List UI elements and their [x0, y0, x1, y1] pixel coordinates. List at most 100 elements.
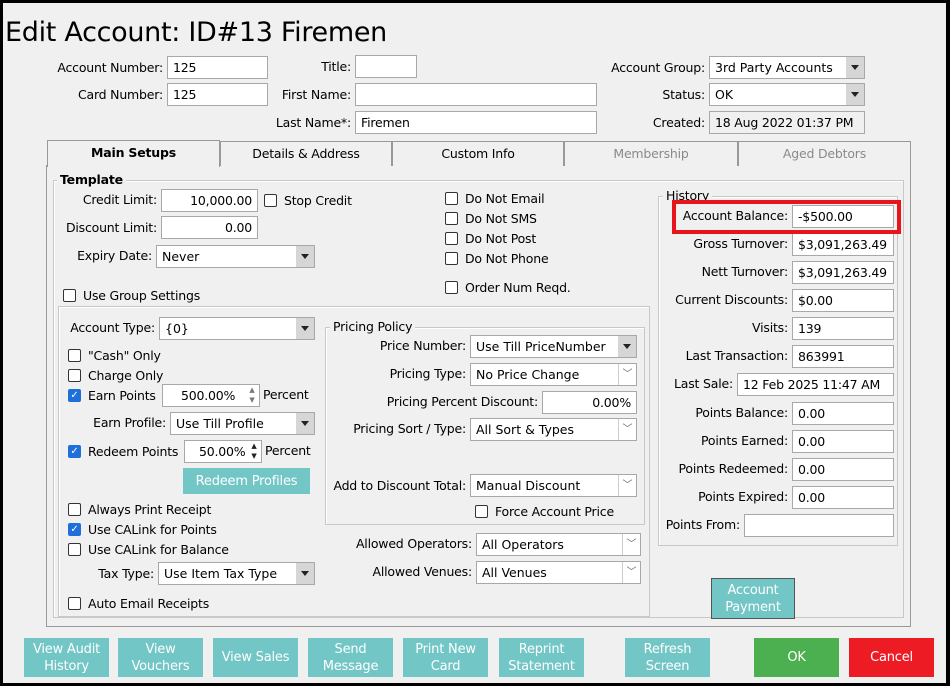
charge-only-checkbox[interactable]: Charge Only: [68, 366, 163, 384]
view-sales-button[interactable]: View Sales: [213, 638, 298, 677]
do-not-phone-checkbox[interactable]: Do Not Phone: [445, 249, 549, 267]
dropdown-arrow-icon: [296, 563, 314, 584]
send-message-button[interactable]: Send Message: [308, 638, 393, 677]
credit-limit-input[interactable]: 10,000.00: [161, 189, 258, 212]
discount-limit-label: Discount Limit:: [65, 220, 157, 235]
created-input: 18 Aug 2022 01:37 PM: [709, 111, 865, 134]
tab-details-address[interactable]: Details & Address: [220, 141, 392, 166]
dropdown-arrow-icon: [296, 246, 314, 267]
first-name-input[interactable]: [355, 83, 597, 106]
created-label: Created:: [652, 115, 705, 130]
reprint-statement-button[interactable]: Reprint Statement: [499, 638, 584, 677]
card-number-input[interactable]: 125: [167, 83, 268, 106]
points-expired-label: Points Expired:: [698, 489, 788, 504]
always-print-receipt-checkbox[interactable]: Always Print Receipt: [68, 500, 211, 518]
add-discount-label: Add to Discount Total:: [333, 478, 466, 493]
use-group-settings-label: Use Group Settings: [83, 287, 201, 303]
allowed-operators-select[interactable]: All Operators ﹀: [476, 533, 641, 556]
last-name-label: Last Name*:: [275, 115, 351, 130]
nett-turnover-field[interactable]: $3,091,263.49: [792, 261, 894, 284]
discount-limit-input[interactable]: 0.00: [161, 216, 258, 239]
tab-main-setups[interactable]: Main Setups: [47, 140, 220, 167]
spinner-arrows-icon[interactable]: ▲ ▼: [249, 386, 255, 404]
dropdown-arrow-icon: [618, 336, 636, 357]
tax-type-select[interactable]: Use Item Tax Type: [158, 562, 315, 585]
cancel-button[interactable]: Cancel: [849, 638, 934, 677]
earn-points-checkbox[interactable]: ✓ Earn Points: [68, 386, 156, 404]
do-not-post-checkbox[interactable]: Do Not Post: [445, 229, 536, 247]
refresh-screen-button[interactable]: Refresh Screen: [625, 638, 710, 677]
expiry-date-select[interactable]: Never: [156, 245, 315, 268]
account-group-select[interactable]: 3rd Party Accounts: [709, 56, 865, 79]
redeem-points-spinner[interactable]: 50.00% ▲ ▼: [184, 440, 262, 463]
sort-type-select[interactable]: All Sort & Types ﹀: [470, 418, 637, 441]
always-print-receipt-label: Always Print Receipt: [88, 501, 212, 517]
account-balance-field[interactable]: -$500.00: [792, 205, 894, 228]
current-discounts-field[interactable]: $0.00: [792, 289, 894, 312]
visits-label: Visits:: [752, 320, 788, 335]
add-discount-select[interactable]: Manual Discount ﹀: [470, 474, 637, 497]
force-account-price-checkbox[interactable]: Force Account Price: [475, 502, 614, 520]
account-type-select[interactable]: {0}: [159, 317, 315, 340]
title-input[interactable]: [355, 55, 417, 78]
points-earned-field[interactable]: 0.00: [792, 430, 894, 453]
earn-profile-value: Use Till Profile: [176, 416, 264, 431]
checkbox-icon: [264, 193, 277, 207]
last-transaction-field[interactable]: 863991: [792, 345, 894, 368]
view-vouchers-button[interactable]: View Vouchers: [118, 638, 203, 677]
points-earned-label: Points Earned:: [701, 433, 788, 448]
chevron-down-icon: ﹀: [618, 364, 636, 385]
checkbox-icon: [68, 368, 81, 382]
gross-turnover-field[interactable]: $3,091,263.49: [792, 233, 894, 256]
price-number-select[interactable]: Use Till PriceNumber: [470, 335, 637, 358]
pricing-type-value: No Price Change: [476, 367, 580, 382]
auto-email-receipts-checkbox[interactable]: Auto Email Receipts: [68, 594, 209, 612]
last-name-input[interactable]: Firemen: [355, 111, 597, 134]
tab-membership[interactable]: Membership: [564, 141, 738, 166]
points-redeemed-field[interactable]: 0.00: [792, 458, 894, 481]
do-not-email-checkbox[interactable]: Do Not Email: [445, 189, 545, 207]
calink-points-checkbox[interactable]: ✓ Use CALink for Points: [68, 520, 217, 538]
calink-balance-label: Use CALink for Balance: [88, 541, 229, 557]
pricing-type-label: Pricing Type:: [389, 366, 467, 381]
account-group-label: Account Group:: [611, 60, 705, 75]
account-payment-button[interactable]: Account Payment: [711, 578, 795, 619]
points-from-field[interactable]: [744, 514, 894, 537]
template-group: [53, 180, 904, 618]
do-not-sms-label: Do Not SMS: [465, 210, 537, 226]
earn-points-spinner[interactable]: 500.00% ▲ ▼: [162, 384, 260, 407]
checkbox-icon: [68, 542, 81, 556]
account-number-input[interactable]: 125: [167, 56, 268, 79]
do-not-sms-checkbox[interactable]: Do Not SMS: [445, 209, 537, 227]
print-new-card-button[interactable]: Print New Card: [403, 638, 488, 677]
dropdown-arrow-icon: [296, 413, 314, 434]
status-select[interactable]: OK: [709, 83, 865, 106]
tab-aged-debtors[interactable]: Aged Debtors: [738, 141, 911, 166]
visits-field[interactable]: 139: [792, 317, 894, 340]
chevron-down-icon: ﹀: [622, 534, 640, 555]
view-audit-history-button[interactable]: View Audit History: [24, 638, 109, 677]
earn-profile-select[interactable]: Use Till Profile: [170, 412, 315, 435]
checkbox-icon: [445, 231, 458, 245]
ok-button[interactable]: OK: [754, 638, 839, 677]
stop-credit-checkbox[interactable]: Stop Credit: [264, 191, 352, 209]
calink-balance-checkbox[interactable]: Use CALink for Balance: [68, 540, 229, 558]
order-num-reqd-checkbox[interactable]: Order Num Reqd.: [445, 278, 571, 296]
cash-only-checkbox[interactable]: "Cash" Only: [68, 346, 161, 364]
spinner-arrows-icon[interactable]: ▲ ▼: [251, 442, 257, 460]
percent-discount-input[interactable]: 0.00%: [542, 391, 637, 414]
redeem-profiles-button[interactable]: Redeem Profiles: [183, 468, 310, 494]
redeem-points-checkbox[interactable]: ✓ Redeem Points: [68, 442, 178, 460]
tab-custom-info[interactable]: Custom Info: [392, 141, 564, 166]
allowed-venues-select[interactable]: All Venues ﹀: [476, 561, 641, 584]
dropdown-arrow-icon: [846, 84, 864, 105]
pricing-type-select[interactable]: No Price Change ﹀: [470, 363, 637, 386]
points-expired-field[interactable]: 0.00: [792, 486, 894, 509]
template-legend: Template: [57, 173, 126, 187]
last-sale-field[interactable]: 12 Feb 2025 11:47 AM: [737, 373, 894, 396]
card-number-label: Card Number:: [77, 87, 163, 102]
points-balance-field[interactable]: 0.00: [792, 402, 894, 425]
checkbox-icon: [445, 211, 458, 225]
use-group-settings-checkbox[interactable]: Use Group Settings: [63, 286, 200, 304]
gross-turnover-label: Gross Turnover:: [693, 236, 788, 251]
